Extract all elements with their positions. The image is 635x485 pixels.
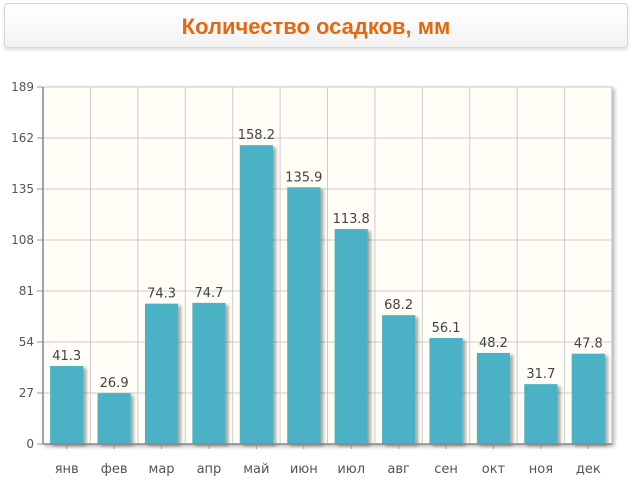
bar-value-label: 31.7 [526,367,555,382]
bar-value-label: 26.9 [100,376,129,391]
bar [334,229,368,444]
x-tick-label: окт [482,462,506,477]
bar [144,303,179,444]
x-tick-label: янв [55,462,79,477]
bar-value-label: 135.9 [285,170,322,185]
x-tick-label: фев [101,462,128,477]
bar-value-label: 74.3 [147,287,176,302]
bar-value-label: 113.8 [333,212,370,227]
y-axis: 0 27 54 81 108 135 162 189 [11,80,44,451]
bar [524,384,558,444]
bar-value-label: 74.7 [194,286,223,301]
bar [50,365,84,444]
x-tick-label: мар [149,462,175,477]
bar-value-label: 158.2 [238,128,275,143]
x-tick-label: июн [290,462,318,477]
bar [476,352,511,444]
x-tick-label: авг [387,462,410,477]
bar [287,187,321,445]
bar [382,315,416,444]
y-tick-label: 189 [11,80,34,94]
y-tick-label: 81 [19,284,34,298]
x-tick-label: май [243,462,269,477]
bar [192,302,226,444]
y-tick-label: 54 [19,335,34,349]
y-tick-label: 108 [11,233,34,247]
bar [571,353,605,444]
y-tick-label: 27 [19,386,34,400]
bar-value-label: 41.3 [52,349,81,364]
bar [429,338,463,444]
bar [97,393,131,444]
bar-value-label: 68.2 [384,298,413,313]
y-tick-label: 135 [11,182,34,196]
x-tick-label: ноя [529,462,553,477]
chart-title-panel: Количество осадков, мм [4,3,628,48]
bar-value-label: 48.2 [479,336,508,351]
x-tick-label: апр [197,462,222,477]
bar-value-label: 56.1 [432,321,461,336]
chart-title: Количество осадков, мм [181,14,451,39]
value-labels: 41.3 26.9 74.3 74.7 158.2 135.9 113.8 68.2 56.1 4… [52,128,603,391]
x-tick-label: сен [434,462,458,477]
x-axis: янв фев мар апр май июн июл авг сен окт ноя дек [43,443,612,477]
bar [239,145,273,444]
bars [50,145,605,445]
bar-value-label: 47.8 [574,337,603,352]
x-tick-label: июл [337,462,365,477]
y-tick-label: 0 [26,437,34,451]
x-tick-label: дек [576,462,601,477]
y-tick-label: 162 [11,131,34,145]
